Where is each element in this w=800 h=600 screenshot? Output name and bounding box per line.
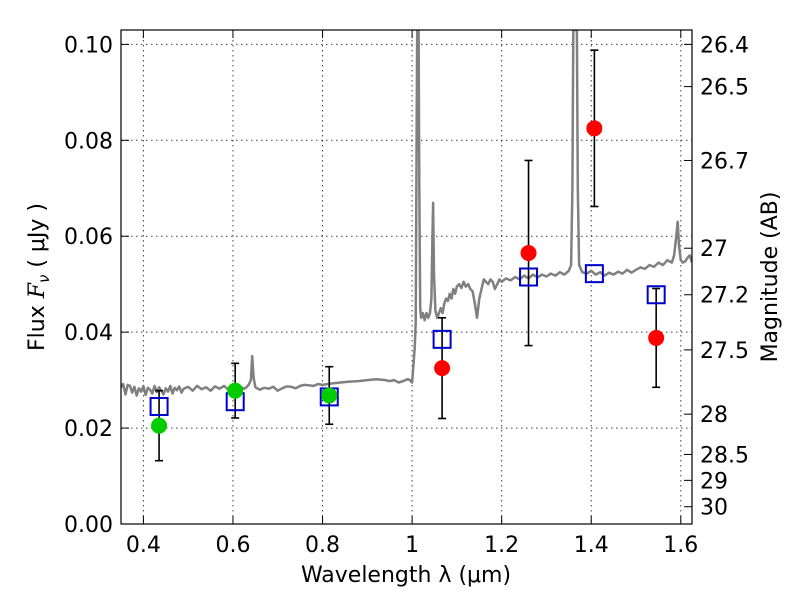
y-axis-label-symbol: F (25, 282, 50, 299)
ticks-layer: 0.4 0.6 0.8 1 1.2 1.4 1.6 0.00 0.02 0.04 0.06 0.08 0… (64, 30, 749, 558)
observed-photometry-point (648, 329, 665, 346)
x-tick-label: 0.8 (305, 533, 340, 558)
x-tick-label: 1.2 (484, 533, 519, 558)
x-tick-label: 1.4 (574, 533, 609, 558)
y2-tick-label: 27.5 (700, 339, 749, 364)
y2-tick-label: 26.5 (700, 76, 749, 101)
x-tick-label: 0.6 (215, 533, 250, 558)
observed-photometry-point (434, 360, 451, 377)
model-spectrum-layer (121, 30, 692, 397)
y-axis-label-unit: ( μJy ) (25, 203, 50, 275)
y2-tick-label: 29 (700, 469, 728, 494)
model-photometry-square (432, 329, 452, 349)
y2-tick-label: 28.5 (700, 443, 749, 468)
y-tick-label: 0.10 (64, 33, 113, 58)
model-photometry-square (519, 267, 539, 287)
observed-photometry-point (520, 245, 537, 262)
model-photometry-square (584, 264, 604, 284)
y-tick-label: 0.04 (64, 321, 113, 346)
observed-photometry-point (227, 382, 244, 399)
y2-tick-label: 26.4 (700, 33, 749, 58)
y-axis-label-text: Flux (25, 298, 50, 351)
model-photometry-square (149, 396, 169, 416)
observed-photometry-point (586, 120, 603, 137)
model-photometry-square (646, 285, 666, 305)
y2-axis-label: Magnitude (AB) (758, 192, 783, 363)
y2-tick-label: 30 (700, 496, 728, 521)
plot-frame (120, 29, 693, 525)
x-axis-label: Wavelength λ (μm) (301, 563, 511, 588)
observed-photometry-point (321, 387, 338, 404)
y-axis-label: Flux Fν ( μJy ) (25, 203, 53, 351)
y-tick-label: 0.08 (64, 129, 113, 154)
model-spectrum-line (121, 30, 692, 397)
y-tick-label: 0.02 (64, 417, 113, 442)
y2-tick-label: 27 (700, 237, 728, 262)
x-tick-label: 1 (405, 533, 419, 558)
y2-tick-label: 26.7 (700, 149, 749, 174)
y2-tick-label: 28 (700, 403, 728, 428)
y-axis-label-subscript: ν (35, 275, 53, 283)
y-tick-label: 0.06 (64, 225, 113, 250)
data-marks-layer (149, 49, 666, 462)
observed-photometry-point (151, 417, 168, 434)
x-tick-label: 0.4 (126, 533, 161, 558)
x-tick-label: 1.6 (663, 533, 698, 558)
y-tick-label: 0.00 (64, 513, 113, 538)
y2-tick-label: 27.2 (700, 284, 749, 309)
